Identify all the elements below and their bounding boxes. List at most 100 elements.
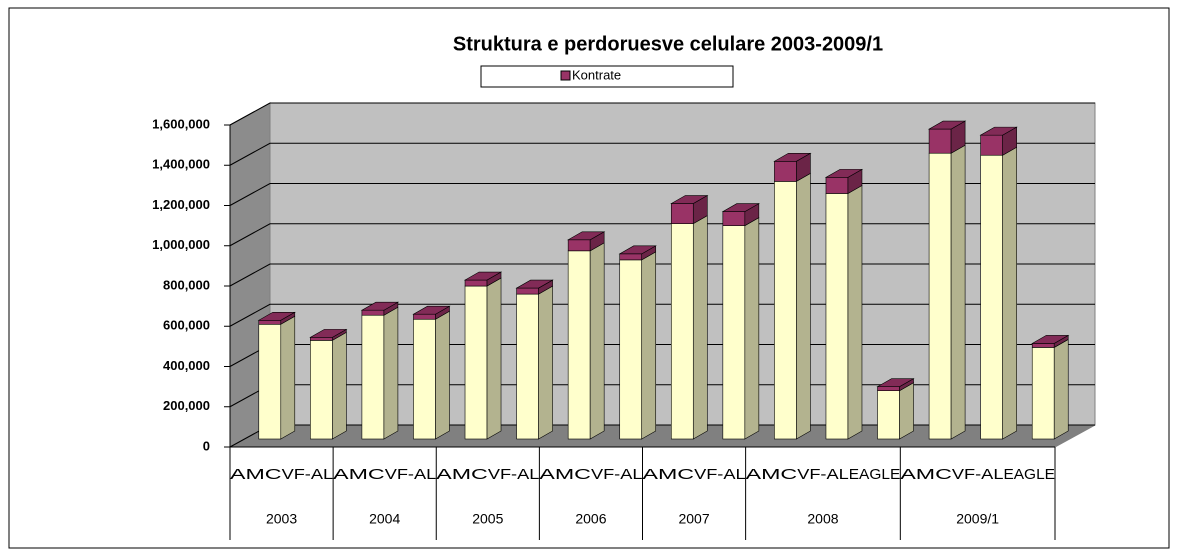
bar-front	[1031, 343, 1055, 348]
bar-side	[486, 277, 502, 440]
bar-top	[1031, 335, 1070, 344]
bar-top	[567, 231, 606, 241]
grid-line	[229, 183, 1095, 206]
y-tick-label: 200,000	[163, 398, 210, 413]
x-tick-label: VF-AL	[385, 466, 437, 483]
grid-line	[229, 303, 1095, 327]
bar-top	[773, 152, 812, 162]
bar-top	[927, 120, 967, 130]
bar-front	[774, 160, 797, 182]
x-tick-label: AMC	[643, 466, 695, 483]
bar-side	[1002, 146, 1017, 440]
bar-side	[950, 144, 966, 440]
bar-top	[876, 378, 915, 387]
x-tick-label: VF-AL	[797, 466, 849, 483]
bar-top	[515, 279, 554, 289]
x-tick-label: VF-AL	[488, 466, 540, 483]
bar-front	[670, 203, 694, 224]
x-tick-label: VF-AL	[694, 466, 746, 483]
x-tick-label: AMC	[230, 466, 282, 483]
bar-side	[641, 251, 657, 440]
group-label: 2004	[369, 511, 400, 527]
bar-side	[280, 315, 296, 440]
bar-front	[258, 323, 282, 440]
grid-line	[229, 263, 1095, 287]
y-tick-label: 600,000	[163, 318, 210, 333]
bar-front	[980, 154, 1003, 440]
bar-front	[825, 177, 849, 194]
group-label: 2006	[575, 511, 606, 527]
y-tick-label: 1,000,000	[152, 237, 210, 252]
bar-top	[412, 305, 451, 315]
y-tick-label: 1,400,000	[152, 157, 210, 172]
bar-front	[722, 225, 746, 440]
bar-front	[774, 181, 797, 440]
x-tick-label: AMC	[436, 466, 488, 483]
x-tick-label: AMC	[539, 466, 591, 483]
x-tick-label: AMC	[900, 466, 952, 483]
bar-front	[619, 253, 643, 261]
y-tick-label: 400,000	[163, 358, 210, 373]
bar-front	[361, 314, 385, 440]
bar-front	[928, 128, 952, 154]
bar-front	[310, 340, 333, 440]
group-label: 2005	[472, 511, 503, 527]
legend-box	[480, 65, 734, 88]
bar-side	[847, 184, 863, 440]
y-tick-label: 0	[203, 438, 210, 453]
grid-line	[229, 102, 1095, 126]
bar-side	[692, 215, 708, 440]
grid-line	[229, 223, 1095, 247]
bar-front	[722, 211, 746, 226]
bar-front	[413, 313, 436, 320]
bar-front	[619, 259, 643, 440]
bar-front	[825, 193, 849, 440]
group-label: 2008	[807, 511, 838, 527]
bar-side	[332, 331, 347, 440]
bar-front	[258, 319, 282, 325]
bar-side	[383, 306, 399, 440]
grid-line	[229, 142, 1095, 166]
group-label: 2007	[678, 511, 709, 527]
bar-front	[1031, 347, 1055, 440]
bar-front	[980, 134, 1003, 156]
bar-front	[464, 279, 488, 287]
y-tick-label: 1,600,000	[152, 116, 210, 131]
legend-label: Kontrate	[572, 67, 621, 82]
bar-front	[464, 285, 488, 440]
chart-title: Struktura e perdoruesve celulare 2003-20…	[453, 33, 883, 55]
bar-top	[309, 329, 348, 338]
bar-side	[744, 217, 760, 440]
bar-top	[618, 245, 657, 255]
y-tick-label: 800,000	[163, 277, 210, 292]
group-label: 2009/1	[956, 511, 999, 527]
bar-side	[899, 382, 914, 440]
x-tick-label: AMC	[333, 466, 385, 483]
bar-front	[361, 309, 385, 316]
bar-top	[721, 203, 760, 212]
bar-side	[1053, 338, 1069, 440]
bar-side	[589, 242, 605, 440]
bar-front	[413, 318, 436, 440]
x-tick-label: EAGLE	[1003, 466, 1055, 483]
bar-top	[979, 126, 1018, 136]
x-tick-label: VF-AL	[591, 466, 643, 483]
x-tick-label: EAGLE	[849, 466, 901, 483]
bar-front	[516, 293, 539, 440]
bar-top	[360, 301, 400, 311]
bar-top	[257, 311, 296, 321]
bar-side	[796, 172, 811, 440]
bar-front	[567, 239, 591, 252]
bar-front	[877, 386, 900, 391]
x-tick-label: VF-AL	[952, 466, 1004, 483]
legend-swatch	[560, 70, 571, 81]
bar-front	[516, 287, 539, 295]
group-label: 2003	[266, 511, 297, 527]
bar-side	[435, 310, 450, 440]
bar-side	[538, 285, 553, 440]
x-tick-label: AMC	[746, 466, 798, 483]
bar-front	[310, 337, 333, 341]
bar-front	[670, 223, 694, 440]
bar-top	[824, 169, 864, 178]
